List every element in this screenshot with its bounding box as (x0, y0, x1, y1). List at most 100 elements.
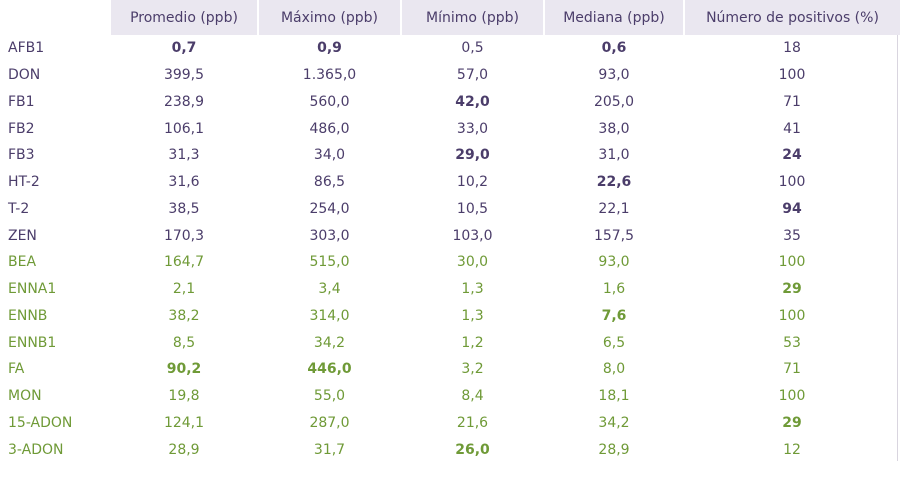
header-promedio: Promedio (ppb) (110, 0, 259, 35)
header-positivos: Número de positivos (%) (684, 0, 900, 35)
promedio-cell: 164,7 (163, 254, 205, 271)
positivos-cell: 24 (782, 147, 802, 164)
positivos-cell: 100 (778, 307, 806, 324)
mycotoxin-name: DON (8, 67, 41, 84)
minimo-cell: 30,0 (456, 254, 489, 271)
mediana-cell: 31,0 (598, 147, 630, 164)
mediana-cell: 38,0 (598, 120, 630, 137)
positivos-cell: 71 (783, 93, 801, 110)
promedio-cell: 31,3 (168, 147, 200, 164)
promedio-cell: 31,6 (168, 174, 200, 191)
promedio-cell: 19,8 (168, 388, 200, 405)
promedio-cell: 106,1 (163, 120, 205, 137)
minimo-cell: 1,2 (461, 334, 484, 351)
table-row: ZEN 170,3 303,0 103,0 157,5 35 (0, 222, 900, 249)
mycotoxin-name: ENNB1 (8, 334, 57, 351)
mycotoxin-name: FB3 (8, 147, 35, 164)
minimo-cell: 57,0 (456, 67, 489, 84)
table-row: FB1 238,9 560,0 42,0 205,0 71 (0, 89, 900, 116)
mediana-cell: 34,2 (598, 414, 630, 431)
minimo-cell: 21,6 (456, 414, 489, 431)
table-row: 3-ADON 28,9 31,7 26,0 28,9 12 (0, 436, 900, 463)
table-row: BEA 164,7 515,0 30,0 93,0 100 (0, 249, 900, 276)
mycotoxin-name: 15-ADON (8, 414, 73, 431)
minimo-cell: 103,0 (452, 227, 493, 244)
table-row: AFB1 0,7 0,9 0,5 0,6 18 (0, 35, 900, 62)
maximo-cell: 314,0 (309, 307, 350, 324)
maximo-cell: 303,0 (309, 227, 350, 244)
positivos-cell: 35 (783, 227, 801, 244)
minimo-cell: 1,3 (461, 281, 484, 298)
maximo-cell: 446,0 (307, 361, 352, 378)
mycotoxin-name: BEA (8, 254, 37, 271)
minimo-cell: 42,0 (455, 93, 490, 110)
table-row: 15-ADON 124,1 287,0 21,6 34,2 29 (0, 410, 900, 437)
promedio-cell: 38,2 (168, 307, 200, 324)
table-row: ENNB1 8,5 34,2 1,2 6,5 53 (0, 329, 900, 356)
promedio-cell: 38,5 (168, 200, 200, 217)
header-mediana: Mediana (ppb) (544, 0, 685, 35)
minimo-cell: 10,2 (456, 174, 489, 191)
positivos-cell: 100 (778, 174, 806, 191)
table-row: DON 399,5 1.365,0 57,0 93,0 100 (0, 62, 900, 89)
mediana-cell: 8,0 (602, 361, 626, 378)
maximo-cell: 55,0 (313, 388, 346, 405)
maximo-cell: 560,0 (309, 93, 350, 110)
mediana-cell: 7,6 (601, 307, 627, 324)
maximo-cell: 34,0 (313, 147, 346, 164)
maximo-cell: 0,9 (317, 40, 342, 57)
minimo-cell: 0,5 (461, 40, 484, 57)
table-row: T-2 38,5 254,0 10,5 22,1 94 (0, 196, 900, 223)
table-row: MON 19,8 55,0 8,4 18,1 100 (0, 383, 900, 410)
positivos-cell: 71 (783, 361, 801, 378)
maximo-cell: 287,0 (309, 414, 350, 431)
mediana-cell: 28,9 (598, 441, 630, 458)
mediana-cell: 22,6 (596, 174, 632, 191)
maximo-cell: 31,7 (313, 441, 346, 458)
positivos-cell: 100 (778, 388, 806, 405)
positivos-cell: 53 (783, 334, 801, 351)
mycotoxin-name: ZEN (8, 227, 37, 244)
positivos-cell: 18 (783, 40, 801, 57)
positivos-cell: 100 (778, 67, 806, 84)
maximo-cell: 86,5 (313, 174, 346, 191)
table-row: FA 90,2 446,0 3,2 8,0 71 (0, 356, 900, 383)
mycotoxin-name: MON (8, 388, 42, 405)
mycotoxin-name: FB1 (8, 93, 35, 110)
mediana-cell: 1,6 (602, 281, 626, 298)
table-row: ENNA1 2,1 3,4 1,3 1,6 29 (0, 276, 900, 303)
maximo-cell: 254,0 (309, 200, 350, 217)
mycotoxin-name: T-2 (8, 200, 30, 217)
positivos-cell: 41 (783, 120, 801, 137)
promedio-cell: 0,7 (171, 40, 197, 57)
maximo-cell: 1.365,0 (302, 67, 357, 84)
table-row: FB3 31,3 34,0 29,0 31,0 24 (0, 142, 900, 169)
header-row: Promedio (ppb) Máximo (ppb) Mínimo (ppb)… (0, 0, 900, 35)
minimo-cell: 29,0 (455, 147, 490, 164)
minimo-cell: 33,0 (456, 120, 489, 137)
mediana-cell: 205,0 (593, 93, 635, 110)
header-maximo: Máximo (ppb) (258, 0, 402, 35)
promedio-cell: 124,1 (163, 414, 205, 431)
maximo-cell: 486,0 (309, 120, 350, 137)
mycotoxin-name: 3-ADON (8, 441, 64, 458)
positivos-cell: 12 (783, 441, 801, 458)
mycotoxin-name: ENNB (8, 307, 48, 324)
mycotoxin-name: AFB1 (8, 40, 45, 57)
header-minimo: Mínimo (ppb) (401, 0, 545, 35)
maximo-cell: 515,0 (309, 254, 350, 271)
mediana-cell: 6,5 (602, 334, 626, 351)
mediana-cell: 93,0 (598, 254, 630, 271)
mycotoxin-name: FA (8, 361, 25, 378)
positivos-cell: 100 (778, 254, 806, 271)
mediana-cell: 93,0 (598, 67, 630, 84)
mediana-cell: 157,5 (593, 227, 635, 244)
mycotoxin-table: Promedio (ppb) Máximo (ppb) Mínimo (ppb)… (0, 0, 900, 463)
mediana-cell: 0,6 (601, 40, 627, 57)
promedio-cell: 2,1 (172, 281, 196, 298)
table-row: ENNB 38,2 314,0 1,3 7,6 100 (0, 303, 900, 330)
maximo-cell: 3,4 (318, 281, 341, 298)
positivos-cell: 29 (782, 414, 802, 431)
mediana-cell: 22,1 (598, 200, 630, 217)
